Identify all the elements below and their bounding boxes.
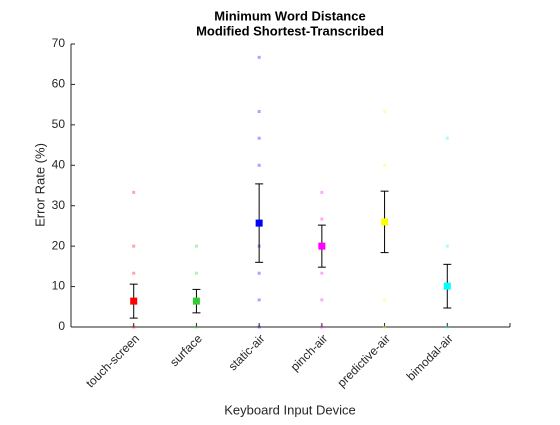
data-point (320, 217, 324, 221)
data-point (132, 190, 136, 194)
chart-title: Modified Shortest-Transcribed (196, 23, 384, 38)
data-point (257, 110, 261, 114)
data-point (132, 325, 136, 329)
y-tick-label: 60 (52, 77, 66, 91)
data-point (257, 136, 261, 140)
data-point (194, 244, 198, 248)
data-point (257, 271, 261, 275)
data-point (445, 325, 449, 329)
data-point (257, 163, 261, 167)
y-tick-label: 10 (52, 279, 66, 293)
data-point (383, 163, 387, 167)
data-point (320, 325, 324, 329)
data-point (383, 110, 387, 114)
data-point (383, 325, 387, 329)
y-tick-label: 0 (58, 319, 65, 333)
data-point (383, 298, 387, 302)
y-tick-label: 50 (52, 117, 66, 131)
data-point (194, 271, 198, 275)
y-tick-label: 30 (52, 198, 66, 212)
data-point (445, 136, 449, 140)
data-point (445, 244, 449, 248)
mean-marker (318, 242, 326, 250)
mean-marker (255, 219, 263, 227)
mean-marker (130, 297, 138, 305)
data-point (194, 325, 198, 329)
data-point (320, 271, 324, 275)
data-point (132, 244, 136, 248)
data-point (320, 190, 324, 194)
x-axis-label: Keyboard Input Device (224, 402, 356, 417)
chart-title: Minimum Word Distance (214, 8, 365, 23)
mean-marker (381, 218, 389, 226)
y-tick-label: 40 (52, 157, 66, 171)
data-point (320, 298, 324, 302)
data-point (257, 298, 261, 302)
data-point (257, 325, 261, 329)
y-tick-label: 70 (52, 36, 66, 50)
y-axis-label: Error Rate (%) (32, 143, 47, 227)
mean-marker (192, 297, 200, 305)
y-tick-label: 20 (52, 238, 66, 252)
mean-marker (443, 282, 451, 290)
data-point (132, 271, 136, 275)
data-point (257, 55, 261, 59)
